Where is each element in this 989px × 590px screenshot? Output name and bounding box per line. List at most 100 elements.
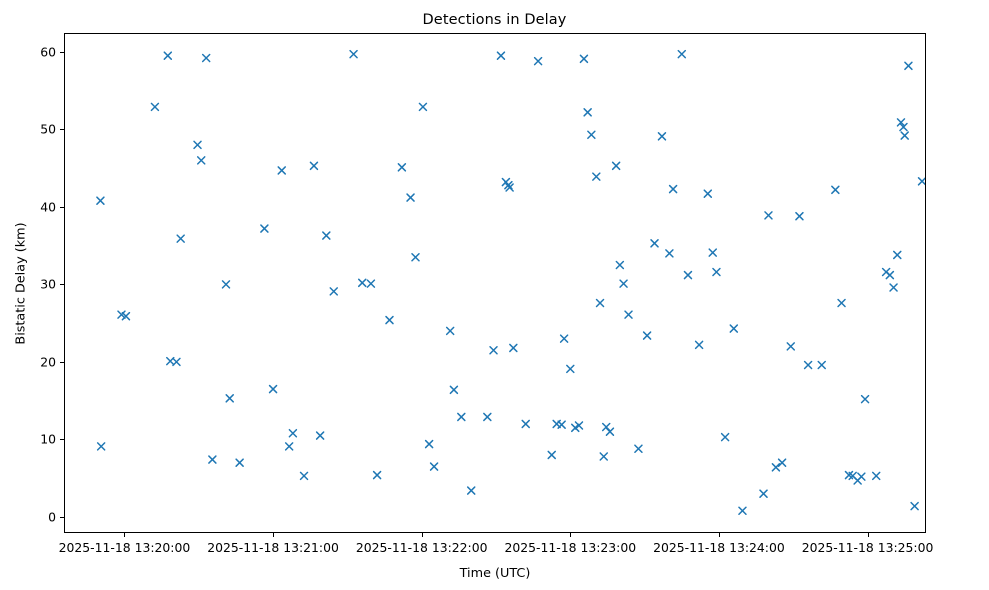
data-point bbox=[150, 102, 160, 112]
plot-axes: 0 10 20 30 40 50 60 2025-11-18 13:20:00 2025-11… bbox=[40, 33, 933, 555]
data-point bbox=[504, 180, 513, 190]
data-point bbox=[509, 343, 518, 353]
data-point bbox=[837, 298, 846, 308]
data-point bbox=[496, 51, 506, 60]
y-tick-label: 30 bbox=[40, 276, 56, 292]
data-point bbox=[176, 234, 185, 243]
data-point bbox=[857, 472, 866, 481]
data-point bbox=[121, 311, 131, 321]
data-point bbox=[764, 211, 773, 220]
data-point bbox=[559, 334, 569, 343]
data-point bbox=[885, 270, 895, 280]
data-point bbox=[357, 278, 367, 288]
data-point bbox=[634, 444, 643, 453]
x-tick-mark bbox=[421, 532, 423, 537]
chart-title: Detections in Delay bbox=[422, 12, 567, 28]
data-point bbox=[117, 310, 126, 319]
y-tick-label: 60 bbox=[40, 44, 56, 60]
data-point bbox=[910, 501, 919, 511]
data-point bbox=[96, 442, 106, 451]
data-point bbox=[642, 331, 652, 340]
data-point bbox=[777, 458, 787, 467]
data-point bbox=[738, 506, 747, 515]
data-point bbox=[587, 130, 596, 140]
data-point bbox=[201, 53, 211, 63]
y-tick-label: 0 bbox=[48, 509, 56, 525]
data-point bbox=[599, 452, 608, 461]
data-point bbox=[871, 471, 881, 481]
data-point bbox=[411, 253, 420, 262]
data-point bbox=[521, 419, 530, 429]
data-point bbox=[457, 412, 466, 422]
data-point bbox=[896, 118, 906, 127]
data-point bbox=[729, 324, 739, 333]
data-point bbox=[221, 280, 231, 289]
data-point bbox=[349, 49, 358, 59]
data-point bbox=[429, 462, 439, 471]
y-tick-label: 10 bbox=[40, 431, 56, 447]
data-point bbox=[284, 442, 294, 451]
data-point bbox=[795, 211, 804, 221]
data-point bbox=[163, 51, 173, 60]
data-point bbox=[615, 260, 625, 270]
y-tick-label: 50 bbox=[40, 121, 56, 137]
x-tick-label: 2025-11-18 13:20:00 bbox=[58, 540, 191, 555]
data-point bbox=[96, 196, 105, 205]
data-point bbox=[406, 193, 415, 202]
data-point bbox=[277, 166, 286, 175]
y-tick-mark bbox=[60, 129, 65, 131]
x-tick-label: 2025-11-18 13:24:00 bbox=[653, 540, 785, 555]
data-point bbox=[665, 249, 674, 258]
data-point bbox=[683, 270, 693, 280]
y-tick-mark bbox=[60, 51, 65, 53]
data-point bbox=[208, 455, 217, 464]
y-tick-label: 40 bbox=[40, 199, 56, 215]
data-point bbox=[418, 102, 428, 112]
data-point bbox=[900, 131, 909, 140]
data-point bbox=[571, 423, 580, 433]
x-tick-label: 2025-11-18 13:22:00 bbox=[355, 540, 488, 555]
data-point bbox=[372, 470, 382, 480]
data-point bbox=[329, 287, 339, 296]
data-point bbox=[624, 310, 633, 319]
data-point bbox=[712, 267, 721, 277]
data-point bbox=[668, 184, 678, 194]
data-point bbox=[677, 49, 687, 59]
y-tick-mark bbox=[60, 439, 65, 441]
data-point bbox=[193, 140, 202, 150]
data-point bbox=[592, 172, 601, 181]
data-point bbox=[322, 231, 331, 240]
data-point bbox=[771, 463, 781, 472]
data-point bbox=[315, 431, 325, 440]
x-tick-mark bbox=[867, 532, 869, 537]
data-point bbox=[424, 439, 434, 449]
y-tick-mark bbox=[60, 206, 65, 208]
data-point bbox=[574, 421, 584, 430]
data-point bbox=[225, 394, 234, 403]
data-point bbox=[366, 279, 376, 288]
data-point bbox=[803, 360, 813, 370]
data-point bbox=[299, 471, 309, 481]
y-tick-mark bbox=[60, 284, 65, 286]
data-point bbox=[445, 326, 455, 336]
data-point bbox=[759, 489, 768, 498]
data-point bbox=[650, 239, 659, 248]
data-point bbox=[657, 132, 667, 141]
data-point bbox=[889, 283, 898, 292]
data-point bbox=[893, 250, 902, 260]
data-point bbox=[505, 183, 514, 192]
data-point bbox=[260, 224, 269, 233]
x-tick-label: 2025-11-18 13:23:00 bbox=[504, 540, 637, 555]
data-point bbox=[268, 384, 278, 394]
data-point bbox=[708, 248, 717, 257]
y-tick-mark bbox=[60, 516, 65, 518]
data-point bbox=[583, 108, 592, 117]
data-point bbox=[397, 163, 407, 172]
data-point bbox=[904, 61, 913, 71]
x-tick-mark bbox=[273, 532, 275, 537]
data-point bbox=[917, 177, 925, 186]
scatter-markers bbox=[96, 49, 925, 515]
data-point bbox=[703, 189, 713, 198]
data-point bbox=[547, 450, 556, 460]
data-point bbox=[566, 364, 575, 374]
